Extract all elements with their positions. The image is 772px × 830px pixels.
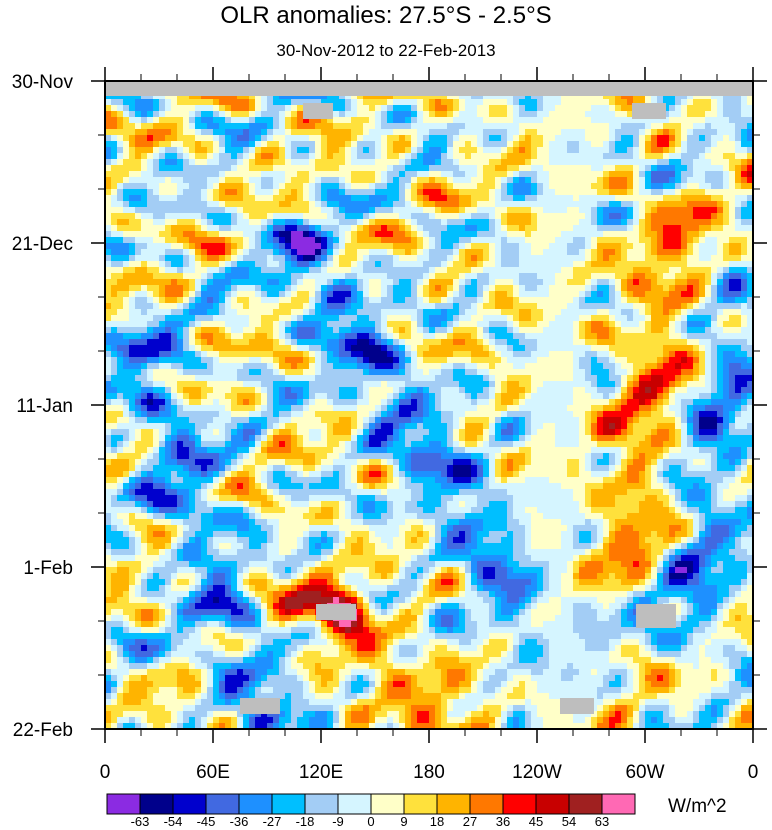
y-tick-label: 11-Jan (16, 396, 73, 417)
colorbar-level-label: 63 (595, 814, 609, 829)
chart-subtitle: 30-Nov-2012 to 22-Feb-2013 (276, 41, 496, 60)
colorbar-swatch (238, 793, 273, 815)
colorbar-level-label: 18 (430, 814, 444, 829)
colorbar-swatch (106, 793, 141, 815)
colorbar-swatch (568, 793, 603, 815)
colorbar-level-label: 27 (463, 814, 477, 829)
x-tick-label: 120W (512, 762, 562, 783)
colorbar-level-label: 0 (367, 814, 374, 829)
colorbar-swatch (502, 793, 537, 815)
colorbar-units: W/m^2 (668, 796, 727, 817)
colorbar-level-label: -36 (230, 814, 249, 829)
colorbar-level-label: -27 (263, 814, 282, 829)
colorbar-level-label: -63 (131, 814, 150, 829)
colorbar-swatch (304, 793, 339, 815)
colorbar-level-label: -54 (164, 814, 183, 829)
x-tick-label: 180 (413, 762, 445, 783)
y-tick-label: 1-Feb (23, 558, 73, 579)
colorbar-swatch (436, 793, 471, 815)
colorbar-swatch (172, 793, 207, 815)
colorbar-level-label: 9 (400, 814, 407, 829)
x-tick-label: 0 (100, 762, 111, 783)
colorbar-level-label: -9 (332, 814, 344, 829)
x-tick-label: 60W (625, 762, 664, 783)
colorbar-swatch (601, 793, 636, 815)
colorbar-level-label: -18 (296, 814, 315, 829)
olr-anomaly-field (105, 81, 754, 730)
x-tick-label: 0 (748, 762, 759, 783)
chart-title: OLR anomalies: 27.5°S - 2.5°S (220, 2, 552, 29)
colorbar-swatch (403, 793, 438, 815)
colorbar-swatch (271, 793, 306, 815)
hovmoller-plot: 0 60E 120E 180 120W 60W 0 30-Nov 21-Dec 11-Jan 1-F… (12, 67, 767, 783)
missing-data-patches (105, 81, 753, 714)
colorbar-swatch (469, 793, 504, 815)
colorbar-level-label: 45 (529, 814, 543, 829)
y-tick-label: 30-Nov (12, 72, 74, 93)
colorbar-swatch (535, 793, 570, 815)
y-tick-label: 22-Feb (13, 720, 73, 741)
y-tick-label: 21-Dec (12, 234, 73, 255)
x-tick-label: 60E (196, 762, 230, 783)
colorbar-swatch (370, 793, 405, 815)
colorbar-level-label: -45 (197, 814, 216, 829)
colorbar-level-label: 36 (496, 814, 510, 829)
colorbar-level-label: 54 (562, 814, 576, 829)
colorbar-swatch (139, 793, 174, 815)
colorbar-swatch (205, 793, 240, 815)
x-tick-label: 120E (299, 762, 343, 783)
plot-axes: 0 60E 120E 180 120W 60W 0 30-Nov 21-Dec 11-Jan 1-F… (12, 67, 767, 783)
colorbar-swatch (337, 793, 372, 815)
